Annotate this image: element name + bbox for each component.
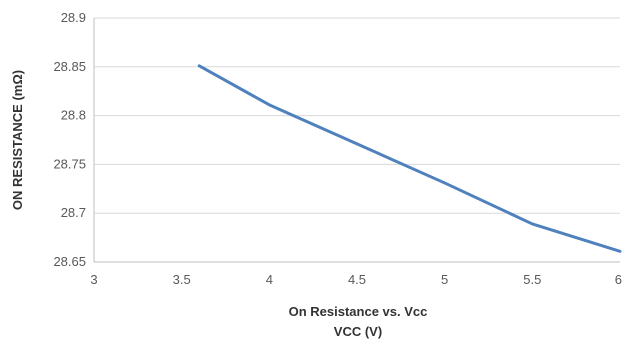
y-tick-label: 28.8 [61,108,86,123]
y-tick-label: 28.65 [53,254,86,269]
y-tick-label: 28.75 [53,156,86,171]
chart-caption: On Resistance vs. Vcc [289,304,428,319]
y-tick-labels: 28.65 28.7 28.75 28.8 28.85 28.9 [53,10,86,269]
x-tick-label: 5.5 [523,272,541,287]
y-tick-label: 28.9 [61,10,86,25]
y-tick-label: 28.85 [53,59,86,74]
x-tick-label: 4 [266,272,273,287]
x-tick-label: 6 [615,272,622,287]
series-line [197,64,622,253]
x-tick-label: 3.5 [173,272,191,287]
gridlines [94,17,620,214]
y-axis-title: ON RESISTANCE (mΩ) [10,70,25,210]
x-axis-title: VCC (V) [334,324,382,339]
series-layer [197,64,622,253]
x-tick-label: 3 [90,272,97,287]
x-tick-labels: 3 3.5 4 4.5 5 5.5 6 [90,272,622,287]
x-tick-label: 4.5 [348,272,366,287]
x-tick-label: 5 [441,272,448,287]
y-tick-label: 28.7 [61,205,86,220]
